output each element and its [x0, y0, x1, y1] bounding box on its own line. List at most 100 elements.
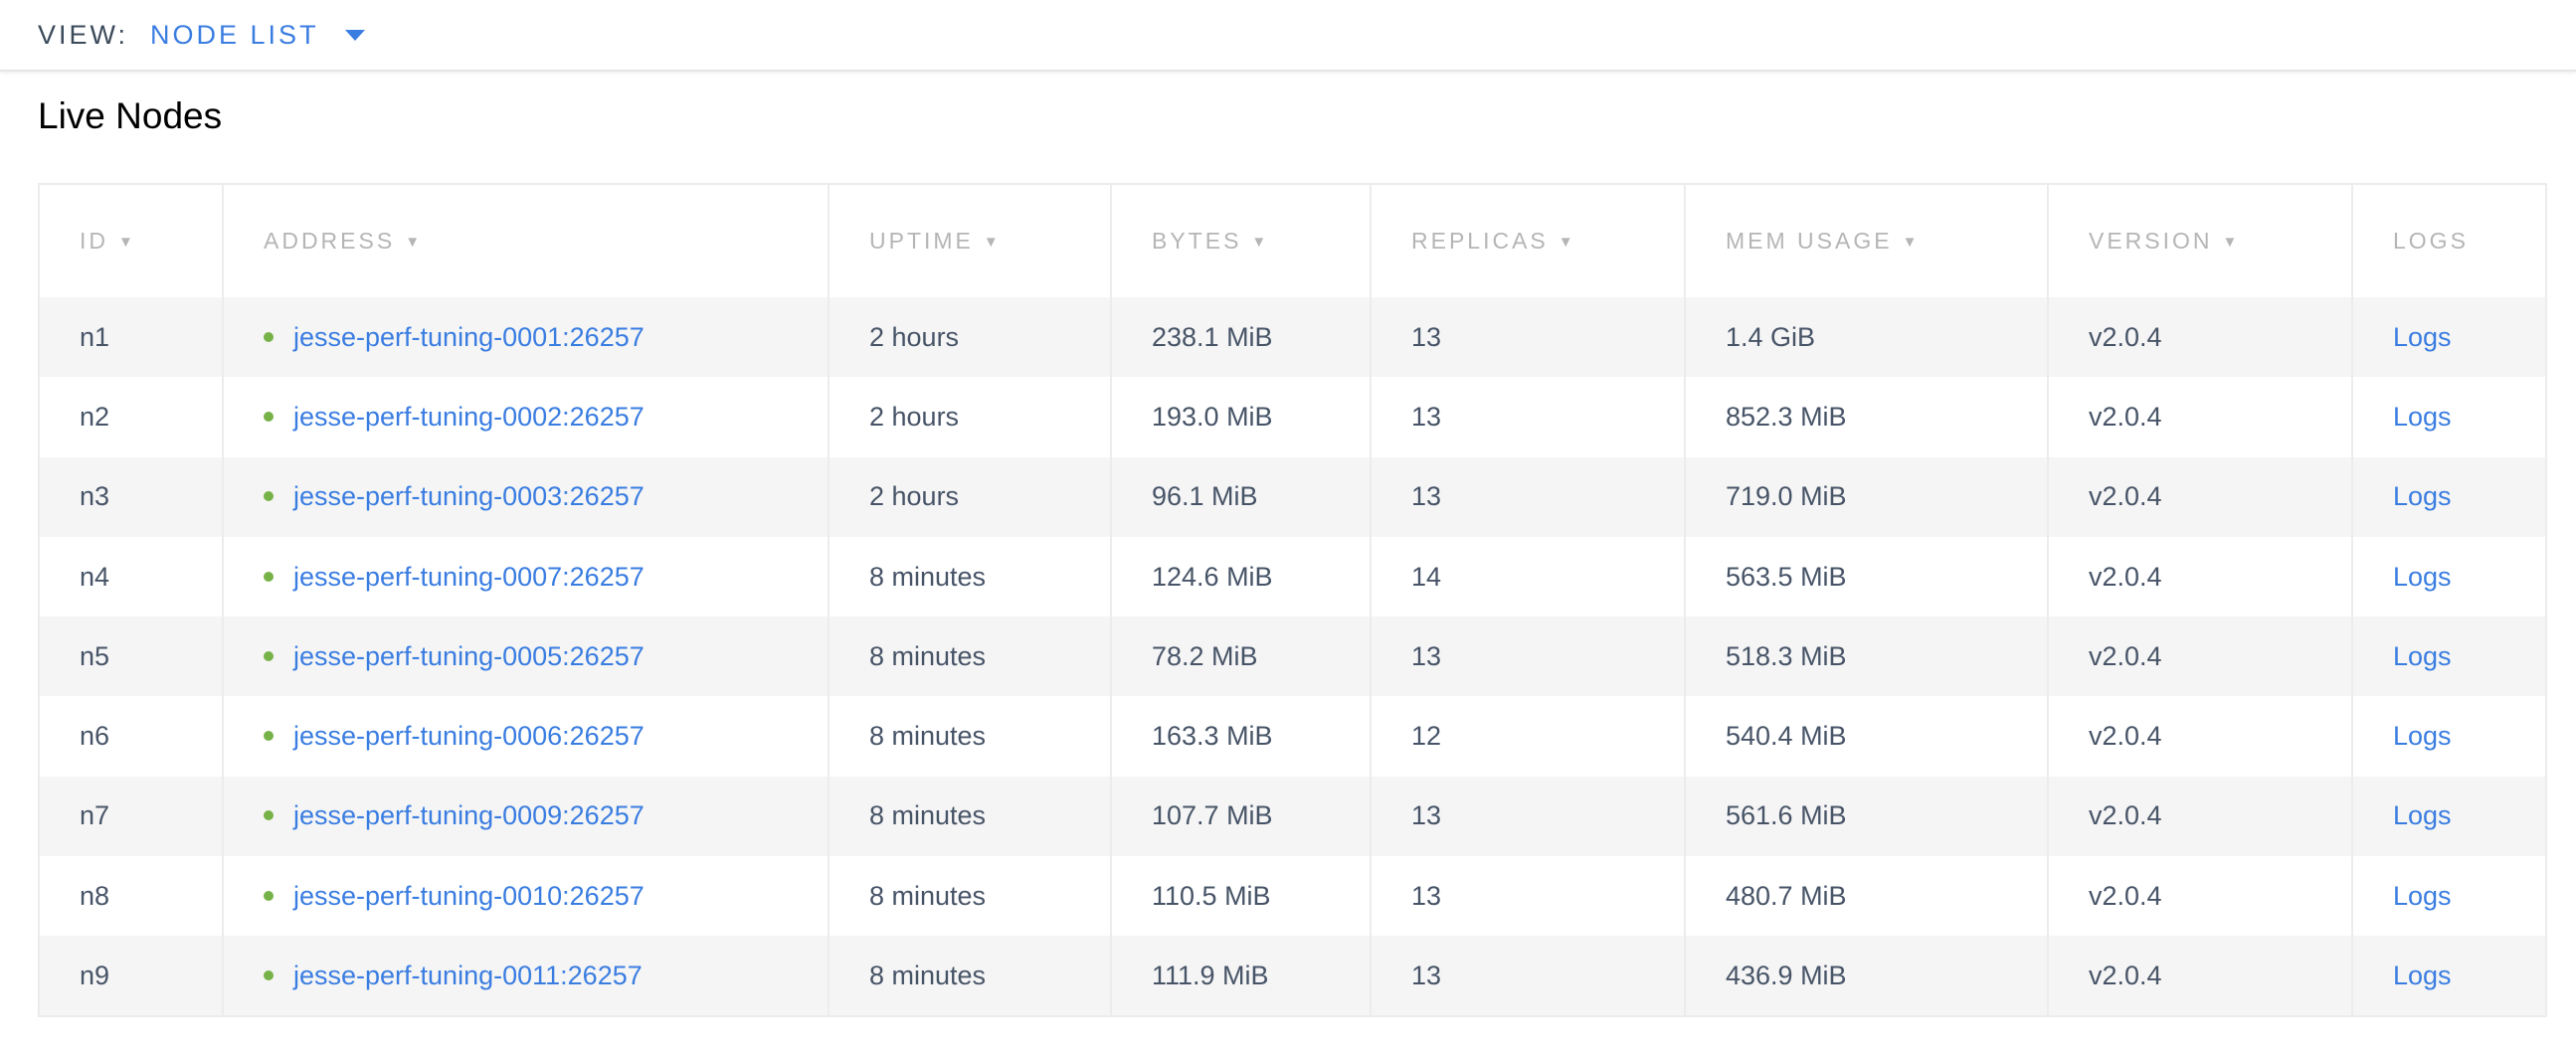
cell-mem: 852.3 MiB	[1684, 377, 2048, 457]
sort-caret-icon[interactable]: ▼	[118, 234, 136, 251]
logs-link[interactable]: Logs	[2393, 481, 2452, 512]
cell-value: 563.5 MiB	[1726, 561, 1847, 592]
node-address-link[interactable]: jesse-perf-tuning-0006:26257	[293, 721, 644, 752]
column-header-bytes[interactable]: BYTES ▼	[1110, 184, 1371, 297]
logs-link[interactable]: Logs	[2393, 401, 2452, 432]
node-address-link[interactable]: jesse-perf-tuning-0001:26257	[293, 321, 644, 352]
column-header-uptime[interactable]: UPTIME ▼	[828, 184, 1111, 297]
cell-logs: Logs	[2351, 536, 2546, 617]
cell-mem: 518.3 MiB	[1684, 616, 2048, 697]
cell-value: n7	[80, 800, 110, 831]
cell-logs: Logs	[2351, 696, 2546, 777]
logs-link[interactable]: Logs	[2393, 880, 2452, 911]
logs-link[interactable]: Logs	[2393, 721, 2452, 752]
cell-value: v2.0.4	[2089, 880, 2162, 911]
cell-value: v2.0.4	[2089, 960, 2162, 990]
sort-caret-icon[interactable]: ▼	[1558, 234, 1576, 251]
cell-value: 124.6 MiB	[1152, 561, 1273, 592]
status-live-icon	[264, 650, 274, 661]
cell-replicas: 14	[1370, 536, 1685, 617]
cell-mem: 563.5 MiB	[1684, 536, 2048, 617]
status-live-icon	[264, 810, 274, 821]
cell-value: n6	[80, 721, 110, 752]
cell-replicas: 13	[1370, 297, 1685, 378]
sort-caret-icon[interactable]: ▼	[1251, 234, 1270, 251]
cell-value: 8 minutes	[869, 721, 987, 752]
cell-value: v2.0.4	[2089, 640, 2162, 671]
logs-link[interactable]: Logs	[2393, 960, 2452, 990]
top-bar: VIEW: NODE LIST	[0, 0, 2576, 72]
cell-bytes: 238.1 MiB	[1110, 297, 1371, 378]
cell-uptime: 2 hours	[828, 377, 1111, 457]
cell-logs: Logs	[2351, 936, 2546, 1016]
sort-caret-icon[interactable]: ▼	[983, 234, 1002, 251]
node-address-link[interactable]: jesse-perf-tuning-0005:26257	[293, 640, 644, 671]
column-header-logs: LOGS	[2351, 184, 2546, 297]
cell-value: n5	[80, 640, 110, 671]
cell-replicas: 13	[1370, 936, 1685, 1016]
cell-value: 8 minutes	[869, 640, 987, 671]
cell-version: v2.0.4	[2047, 536, 2352, 617]
cell-address: jesse-perf-tuning-0005:26257	[222, 616, 828, 697]
node-address-link[interactable]: jesse-perf-tuning-0002:26257	[293, 401, 644, 432]
logs-link[interactable]: Logs	[2393, 800, 2452, 831]
cell-replicas: 13	[1370, 776, 1685, 857]
cell-value: 238.1 MiB	[1152, 321, 1273, 352]
cell-logs: Logs	[2351, 456, 2546, 537]
column-header-mem-usage[interactable]: MEM USAGE ▼	[1684, 184, 2048, 297]
cell-id: n5	[38, 616, 223, 697]
node-address-link[interactable]: jesse-perf-tuning-0011:26257	[293, 960, 643, 990]
cell-value: 8 minutes	[869, 561, 987, 592]
node-address-link[interactable]: jesse-perf-tuning-0007:26257	[293, 561, 644, 592]
column-header-id[interactable]: ID ▼	[38, 184, 223, 297]
cell-uptime: 8 minutes	[828, 616, 1111, 697]
cell-value: 111.9 MiB	[1152, 960, 1269, 990]
column-header-replicas[interactable]: REPLICAS ▼	[1370, 184, 1685, 297]
view-dropdown-value: NODE LIST	[150, 19, 319, 50]
sort-caret-icon[interactable]: ▼	[405, 234, 424, 251]
status-live-icon	[264, 969, 274, 980]
column-header-label: BYTES	[1152, 228, 1242, 254]
status-live-icon	[264, 491, 274, 502]
cell-value: 719.0 MiB	[1726, 481, 1847, 512]
column-header-label: MEM USAGE	[1726, 228, 1893, 254]
table-row: n9 jesse-perf-tuning-0011:26257 8 minutes 1…	[38, 936, 2546, 1016]
cell-value: v2.0.4	[2089, 800, 2162, 831]
cell-bytes: 107.7 MiB	[1110, 776, 1371, 857]
cell-id: n8	[38, 856, 223, 937]
cell-replicas: 13	[1370, 856, 1685, 937]
cell-value: v2.0.4	[2089, 561, 2162, 592]
logs-link[interactable]: Logs	[2393, 561, 2452, 592]
cell-bytes: 111.9 MiB	[1110, 936, 1371, 1016]
cell-address: jesse-perf-tuning-0011:26257	[222, 936, 828, 1016]
cell-bytes: 96.1 MiB	[1110, 456, 1371, 537]
view-dropdown[interactable]: NODE LIST	[150, 20, 365, 51]
cell-value: 540.4 MiB	[1726, 721, 1847, 752]
column-header-address[interactable]: ADDRESS ▼	[222, 184, 828, 297]
cell-version: v2.0.4	[2047, 936, 2352, 1016]
table-row: n4 jesse-perf-tuning-0007:26257 8 minutes 1…	[38, 536, 2546, 617]
cell-value: 13	[1411, 960, 1442, 990]
cell-value: n3	[80, 481, 110, 512]
sort-caret-icon[interactable]: ▼	[1902, 234, 1921, 251]
logs-link[interactable]: Logs	[2393, 321, 2452, 352]
cell-uptime: 8 minutes	[828, 856, 1111, 937]
cell-logs: Logs	[2351, 377, 2546, 457]
cell-version: v2.0.4	[2047, 297, 2352, 378]
cell-value: 13	[1411, 880, 1442, 911]
cell-value: 852.3 MiB	[1726, 401, 1847, 432]
node-address-link[interactable]: jesse-perf-tuning-0009:26257	[293, 800, 644, 831]
cell-mem: 1.4 GiB	[1684, 297, 2048, 378]
cell-value: 78.2 MiB	[1152, 640, 1258, 671]
cell-replicas: 13	[1370, 377, 1685, 457]
cell-id: n1	[38, 297, 223, 378]
node-address-link[interactable]: jesse-perf-tuning-0003:26257	[293, 481, 644, 512]
cell-version: v2.0.4	[2047, 856, 2352, 937]
cell-id: n6	[38, 696, 223, 777]
logs-link[interactable]: Logs	[2393, 640, 2452, 671]
cell-address: jesse-perf-tuning-0010:26257	[222, 856, 828, 937]
sort-caret-icon[interactable]: ▼	[2222, 234, 2241, 251]
column-header-version[interactable]: VERSION ▼	[2047, 184, 2352, 297]
cell-uptime: 2 hours	[828, 456, 1111, 537]
node-address-link[interactable]: jesse-perf-tuning-0010:26257	[293, 880, 644, 911]
